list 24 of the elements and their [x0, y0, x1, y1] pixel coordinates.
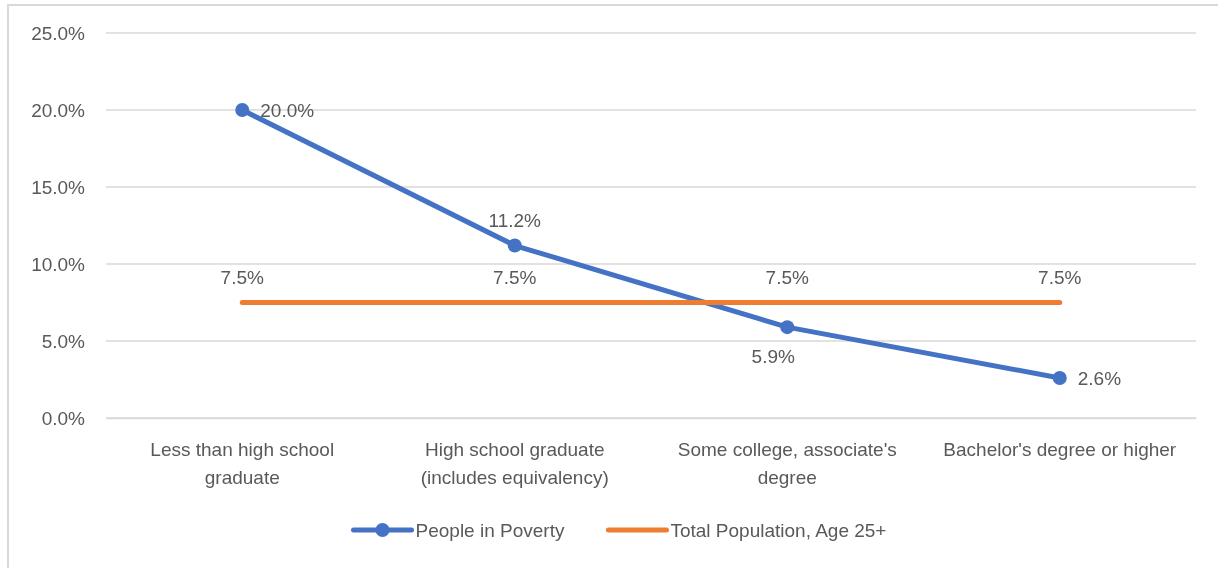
- x-tick-label: Less than high school graduate: [150, 438, 335, 488]
- x-tick-label: Some college, associate's degree: [677, 438, 897, 488]
- data-label: 7.5%: [1038, 267, 1082, 289]
- point: [507, 238, 522, 253]
- y-tick-label: 25.0%: [31, 22, 86, 44]
- data-label: 5.9%: [751, 345, 796, 367]
- point: [780, 320, 795, 335]
- y-tick-label: 20.0%: [31, 99, 86, 121]
- data-label: 2.6%: [1077, 367, 1122, 389]
- y-tick-label: 5.0%: [41, 330, 86, 352]
- data-label: 20.0%: [260, 99, 315, 121]
- legend-label: People in Poverty: [415, 519, 565, 541]
- point: [235, 103, 250, 117]
- x-tick-label: Bachelor's degree or higher: [943, 438, 1177, 460]
- y-tick-label: 15.0%: [31, 176, 86, 198]
- data-label: 7.5%: [220, 267, 265, 289]
- data-label: 7.5%: [493, 267, 537, 289]
- data-label: 11.2%: [488, 210, 542, 232]
- y-tick-label: 0.0%: [41, 407, 86, 429]
- point: [1052, 370, 1067, 385]
- data-label: 7.5%: [765, 267, 810, 289]
- x-tick-label: High school graduate (includes equivalency): [420, 438, 609, 488]
- y-tick-label: 10.0%: [31, 253, 86, 275]
- legend-label: Total Population, Age 25+: [670, 519, 887, 541]
